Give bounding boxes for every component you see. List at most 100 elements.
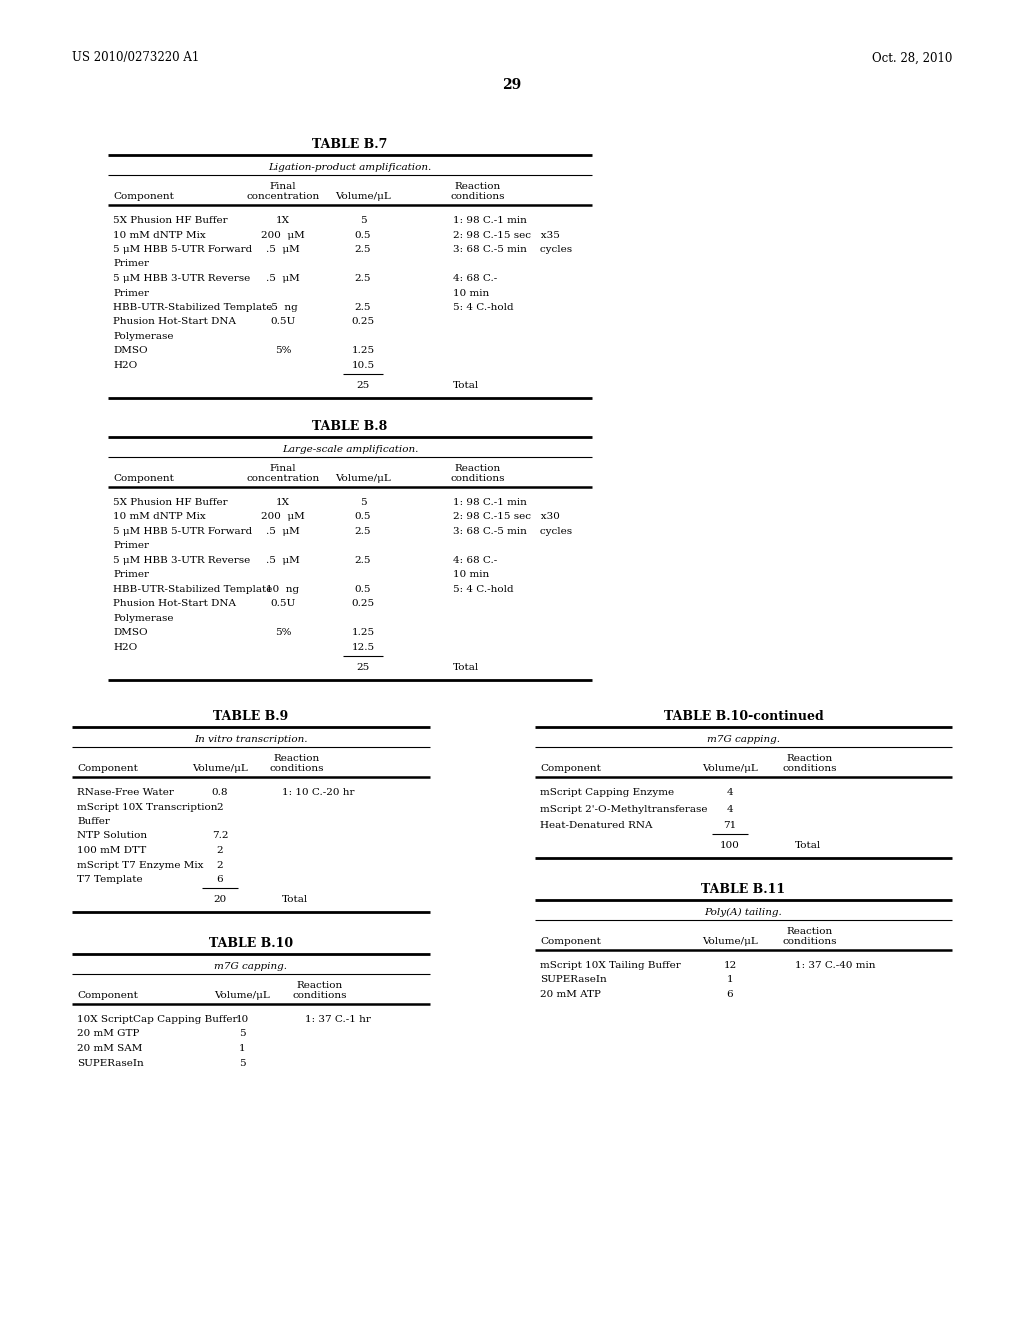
Text: Primer: Primer	[113, 289, 150, 297]
Text: In vitro transcription.: In vitro transcription.	[195, 735, 308, 744]
Text: 6: 6	[217, 875, 223, 884]
Text: 1: 98 C.-1 min: 1: 98 C.-1 min	[453, 498, 527, 507]
Text: 10: 10	[236, 1015, 249, 1024]
Text: Polymerase: Polymerase	[113, 614, 173, 623]
Text: 5: 4 C.-hold: 5: 4 C.-hold	[453, 304, 514, 312]
Text: 20 mM GTP: 20 mM GTP	[77, 1030, 139, 1039]
Text: 7.2: 7.2	[212, 832, 228, 841]
Text: 5 μM HBB 5-UTR Forward: 5 μM HBB 5-UTR Forward	[113, 527, 252, 536]
Text: Reaction: Reaction	[786, 754, 834, 763]
Text: 1: 37 C.-40 min: 1: 37 C.-40 min	[795, 961, 876, 970]
Text: Component: Component	[77, 764, 138, 774]
Text: TABLE B.10: TABLE B.10	[209, 937, 293, 950]
Text: Primer: Primer	[113, 541, 150, 550]
Text: 1: 1	[239, 1044, 246, 1053]
Text: Phusion Hot-Start DNA: Phusion Hot-Start DNA	[113, 599, 236, 609]
Text: Volume/μL: Volume/μL	[702, 764, 758, 774]
Text: 200  μM: 200 μM	[261, 512, 305, 521]
Text: 4: 4	[727, 788, 733, 797]
Text: conditions: conditions	[451, 474, 505, 483]
Text: 2: 2	[217, 803, 223, 812]
Text: T7 Template: T7 Template	[77, 875, 142, 884]
Text: Phusion Hot-Start DNA: Phusion Hot-Start DNA	[113, 318, 236, 326]
Text: Large-scale amplification.: Large-scale amplification.	[282, 445, 418, 454]
Text: Total: Total	[282, 895, 308, 904]
Text: 12: 12	[723, 961, 736, 970]
Text: 5: 5	[239, 1059, 246, 1068]
Text: Total: Total	[795, 842, 821, 850]
Text: 10 mM dNTP Mix: 10 mM dNTP Mix	[113, 512, 206, 521]
Text: 0.25: 0.25	[351, 318, 375, 326]
Text: Final: Final	[269, 465, 296, 473]
Text: 10  ng: 10 ng	[266, 585, 300, 594]
Text: HBB-UTR-Stabilized Template: HBB-UTR-Stabilized Template	[113, 585, 272, 594]
Text: 29: 29	[503, 78, 521, 92]
Text: .5  μM: .5 μM	[266, 275, 300, 282]
Text: NTP Solution: NTP Solution	[77, 832, 147, 841]
Text: TABLE B.7: TABLE B.7	[312, 139, 388, 150]
Text: mScript 10X Transcription: mScript 10X Transcription	[77, 803, 217, 812]
Text: 3: 68 C.-5 min    cycles: 3: 68 C.-5 min cycles	[453, 246, 572, 253]
Text: 2.5: 2.5	[354, 246, 372, 253]
Text: 4: 4	[727, 804, 733, 813]
Text: 0.5: 0.5	[354, 585, 372, 594]
Text: HBB-UTR-Stabilized Template: HBB-UTR-Stabilized Template	[113, 304, 272, 312]
Text: 10X ScriptCap Capping Buffer: 10X ScriptCap Capping Buffer	[77, 1015, 238, 1024]
Text: mScript Capping Enzyme: mScript Capping Enzyme	[540, 788, 674, 797]
Text: 3: 68 C.-5 min    cycles: 3: 68 C.-5 min cycles	[453, 527, 572, 536]
Text: 0.5: 0.5	[354, 512, 372, 521]
Text: 2: 2	[217, 846, 223, 855]
Text: 0.5U: 0.5U	[270, 599, 296, 609]
Text: 5%: 5%	[274, 346, 291, 355]
Text: Ligation-product amplification.: Ligation-product amplification.	[268, 162, 432, 172]
Text: 10 min: 10 min	[453, 570, 489, 579]
Text: 12.5: 12.5	[351, 643, 375, 652]
Text: 2: 2	[217, 861, 223, 870]
Text: Total: Total	[453, 664, 479, 672]
Text: 25: 25	[356, 664, 370, 672]
Text: TABLE B.10-continued: TABLE B.10-continued	[664, 710, 823, 723]
Text: Reaction: Reaction	[786, 927, 834, 936]
Text: concentration: concentration	[247, 474, 319, 483]
Text: Volume/μL: Volume/μL	[214, 991, 270, 1001]
Text: RNase-Free Water: RNase-Free Water	[77, 788, 174, 797]
Text: Buffer: Buffer	[77, 817, 110, 826]
Text: 1.25: 1.25	[351, 346, 375, 355]
Text: Poly(A) tailing.: Poly(A) tailing.	[705, 908, 782, 917]
Text: 4: 68 C.-: 4: 68 C.-	[453, 556, 498, 565]
Text: Component: Component	[77, 991, 138, 1001]
Text: 1X: 1X	[276, 498, 290, 507]
Text: SUPERaseIn: SUPERaseIn	[77, 1059, 143, 1068]
Text: Component: Component	[113, 191, 174, 201]
Text: conditions: conditions	[782, 937, 838, 946]
Text: H2O: H2O	[113, 360, 137, 370]
Text: 1: 98 C.-1 min: 1: 98 C.-1 min	[453, 216, 527, 224]
Text: Reaction: Reaction	[455, 182, 501, 191]
Text: 5: 5	[359, 216, 367, 224]
Text: m7G capping.: m7G capping.	[214, 962, 288, 972]
Text: Volume/μL: Volume/μL	[335, 474, 391, 483]
Text: 1.25: 1.25	[351, 628, 375, 638]
Text: 2.5: 2.5	[354, 527, 372, 536]
Text: 20: 20	[213, 895, 226, 904]
Text: Component: Component	[113, 474, 174, 483]
Text: Component: Component	[540, 937, 601, 946]
Text: conditions: conditions	[451, 191, 505, 201]
Text: 5 μM HBB 3-UTR Reverse: 5 μM HBB 3-UTR Reverse	[113, 556, 250, 565]
Text: 6: 6	[727, 990, 733, 999]
Text: m7G capping.: m7G capping.	[707, 735, 780, 744]
Text: US 2010/0273220 A1: US 2010/0273220 A1	[72, 51, 200, 65]
Text: 4: 68 C.-: 4: 68 C.-	[453, 275, 498, 282]
Text: 5: 5	[239, 1030, 246, 1039]
Text: mScript 2'-O-Methyltransferase: mScript 2'-O-Methyltransferase	[540, 804, 708, 813]
Text: 5 μM HBB 3-UTR Reverse: 5 μM HBB 3-UTR Reverse	[113, 275, 250, 282]
Text: 100 mM DTT: 100 mM DTT	[77, 846, 146, 855]
Text: conditions: conditions	[293, 991, 347, 1001]
Text: 0.25: 0.25	[351, 599, 375, 609]
Text: mScript T7 Enzyme Mix: mScript T7 Enzyme Mix	[77, 861, 204, 870]
Text: concentration: concentration	[247, 191, 319, 201]
Text: 0.8: 0.8	[212, 788, 228, 797]
Text: Reaction: Reaction	[455, 465, 501, 473]
Text: TABLE B.9: TABLE B.9	[213, 710, 289, 723]
Text: 20 mM SAM: 20 mM SAM	[77, 1044, 142, 1053]
